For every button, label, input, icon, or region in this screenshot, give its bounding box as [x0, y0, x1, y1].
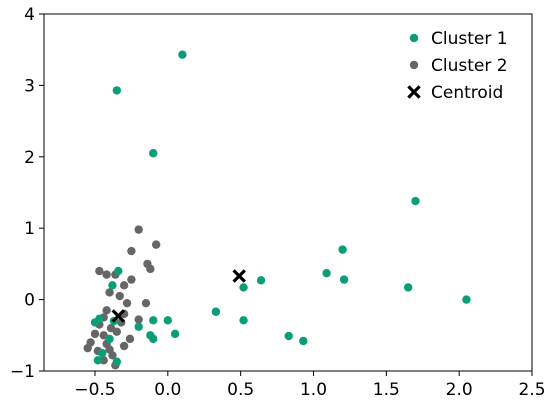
- cluster-1-point: [105, 334, 114, 344]
- x-tick-label: 2.0: [446, 380, 473, 400]
- legend-marker-cluster-2: [409, 60, 419, 70]
- legend-label-cluster-1: Cluster 1: [431, 29, 508, 49]
- cluster-1-point: [338, 245, 347, 254]
- cluster-1-point: [163, 316, 173, 325]
- y-tick-label: 3: [24, 76, 35, 96]
- legend-marker-centroid: [407, 85, 421, 99]
- cluster-1-point: [239, 316, 248, 325]
- x-tick-label: 1.5: [373, 380, 400, 400]
- legend-marker-cluster-1: [409, 33, 419, 43]
- cluster-2-point: [102, 270, 111, 279]
- cluster-2-point: [122, 298, 132, 308]
- cluster-1-point: [339, 275, 349, 284]
- legend-label-centroid: Centroid: [431, 83, 503, 103]
- y-tick-label: −1: [10, 362, 35, 382]
- x-tick-label: 0.5: [227, 380, 254, 400]
- cluster-2-point: [108, 351, 117, 360]
- x-tick-label: 2.5: [518, 380, 545, 400]
- cluster-2-point: [95, 266, 104, 276]
- cluster-1-point: [411, 196, 420, 206]
- cluster-2-point: [134, 225, 143, 234]
- cluster-2-point: [134, 315, 143, 324]
- cluster-1-point: [462, 295, 471, 304]
- cluster-2-point: [141, 298, 151, 308]
- cluster-2-point: [83, 343, 92, 353]
- cluster-2-point: [106, 323, 116, 333]
- cluster-1-point: [299, 336, 308, 346]
- cluster-1-point: [149, 316, 158, 325]
- cluster-1-point: [98, 348, 107, 358]
- cluster-2-point: [115, 291, 124, 301]
- plot-frame: [43, 13, 533, 372]
- cluster-1-point: [134, 322, 143, 331]
- cluster-1-point: [178, 50, 187, 59]
- legend-label-cluster-2: Cluster 2: [431, 56, 508, 76]
- cluster-1-point: [149, 334, 158, 344]
- y-tick-label: 4: [24, 5, 35, 25]
- cluster-1-point: [211, 307, 221, 316]
- cluster-1-point: [170, 329, 180, 339]
- cluster-2-point: [102, 306, 111, 315]
- plot-marks: [83, 50, 471, 370]
- cluster-1-point: [322, 268, 331, 278]
- y-tick-label: 0: [24, 291, 35, 311]
- cluster-1-point: [403, 283, 413, 292]
- y-tick-label: 2: [24, 148, 35, 168]
- cluster-1-point: [256, 276, 266, 285]
- cluster-2-point: [127, 275, 136, 284]
- y-tick-label: 1: [24, 219, 35, 239]
- cluster-2-point: [99, 356, 108, 365]
- cluster-2-point: [119, 281, 129, 290]
- cluster-2-point: [119, 341, 129, 351]
- cluster-1-point: [284, 331, 293, 341]
- cluster-2-point: [146, 264, 155, 274]
- axis-ticks: −0.5 0.0 0.5 1.0 1.5 2.0 2.5 −1 0 1 2 3 4: [10, 5, 546, 400]
- x-tick-label: 0.0: [154, 380, 181, 400]
- cluster-1-point: [114, 266, 123, 276]
- x-tick-label: −0.5: [74, 380, 115, 400]
- cluster-1-point: [93, 356, 103, 365]
- cluster-1-point: [112, 357, 122, 366]
- cluster-1-point: [149, 149, 158, 158]
- cluster-2-point: [125, 334, 135, 344]
- x-tick-label: 1.0: [300, 380, 327, 400]
- cluster-2-point: [151, 240, 161, 249]
- cluster-2-point: [127, 246, 136, 256]
- centroid-point: [232, 269, 246, 283]
- cluster-1-point: [239, 283, 248, 292]
- cluster-2-point: [105, 288, 114, 297]
- cluster-1-point: [112, 86, 122, 95]
- cluster-2-point: [90, 329, 100, 339]
- legend: Cluster 1 Cluster 2 Centroid: [407, 29, 508, 103]
- cluster-1-point: [108, 281, 117, 290]
- cluster-1-point: [90, 318, 100, 327]
- centroid-point: [111, 309, 126, 323]
